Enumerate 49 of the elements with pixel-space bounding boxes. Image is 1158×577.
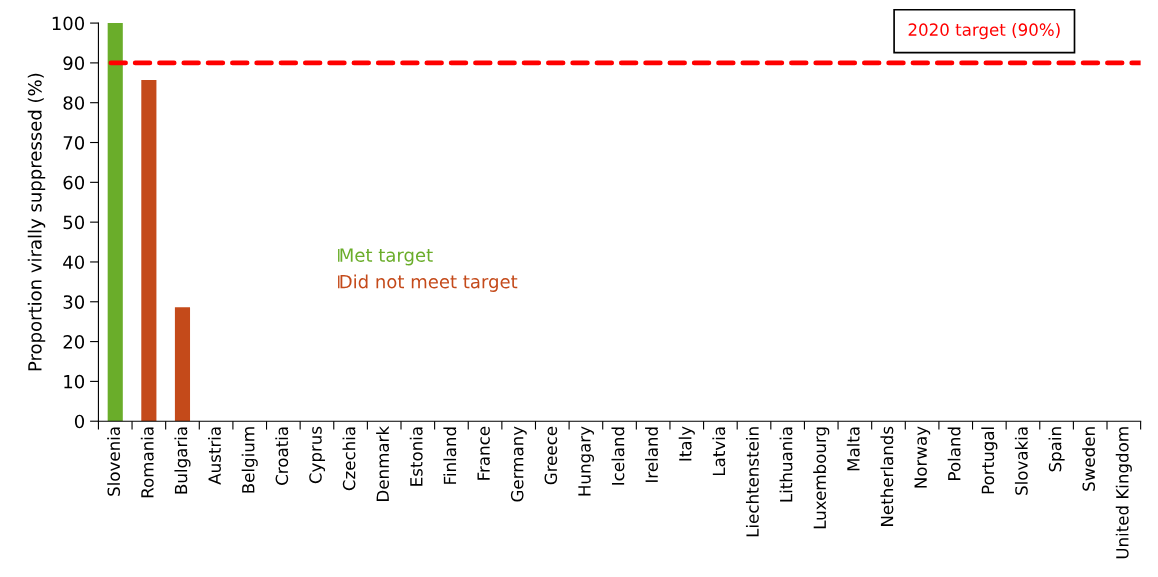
x-tick-label: Croatia (275, 427, 289, 485)
x-tick-label: Slovakia (1014, 427, 1028, 495)
y-tick-label: 70 (63, 135, 85, 150)
x-tick-label: Czechia (342, 427, 356, 491)
x-tick-label: Spain (1048, 427, 1065, 472)
x-tick-label: Denmark (376, 425, 390, 501)
y-tick-label: 30 (63, 295, 85, 309)
x-tick-label: Latvia (712, 427, 726, 476)
bar (107, 23, 123, 422)
x-tick-label: Cyprus (309, 426, 326, 484)
x-tick-label: Liechtenstein (745, 427, 759, 537)
x-tick-label: Poland (947, 427, 961, 480)
x-tick-label: Malta (846, 427, 860, 471)
bar (174, 307, 191, 422)
y-tick-label: 20 (63, 335, 85, 349)
y-axis-title: Proportion virally suppressed (%) (27, 73, 46, 371)
x-tick-label: Netherlands (880, 426, 894, 526)
y-tick-label: 90 (63, 56, 85, 71)
x-tick-label: Norway (914, 426, 931, 488)
x-tick-label: Belgium (241, 427, 258, 493)
x-tick-label: Austria (208, 427, 221, 485)
x-tick-label: Germany (510, 426, 527, 502)
x-tick-label: Finland (443, 427, 457, 484)
y-tick-label: 40 (63, 255, 85, 270)
x-tick-label: Hungary (578, 426, 594, 496)
y-tick-label: 10 (64, 374, 85, 389)
x-tick-label: United Kingdom (1115, 427, 1132, 559)
x-tick-label: Slovenia (107, 427, 121, 496)
y-tick-label: 80 (63, 96, 85, 110)
legend-label: Met target (340, 248, 433, 266)
x-tick-label: Portugal (981, 427, 998, 494)
x-tick-label: Bulgaria (174, 427, 191, 494)
x-tick-label: Iceland (611, 427, 625, 485)
x-tick-label: Estonia (409, 427, 423, 486)
y-tick-label: 50 (63, 215, 85, 230)
x-tick-label: Luxembourg (813, 427, 830, 529)
x-tick-label: Romania (140, 427, 154, 498)
x-tick-label: Italy (678, 426, 695, 461)
x-tick-label: Ireland (645, 427, 658, 482)
y-tick-label: 0 (74, 414, 85, 429)
x-tick-label: Greece (544, 426, 558, 485)
y-tick-label: 100 (52, 16, 85, 31)
bar (141, 80, 157, 422)
x-tick-label: Sweden (1082, 427, 1096, 491)
x-tick-label: France (477, 426, 490, 480)
legend-label: Did not meet target (340, 274, 518, 292)
y-tick-label: 60 (63, 175, 85, 190)
x-tick-label: Lithuania (779, 427, 793, 502)
ref-line-label: 2020 target (90%) (908, 23, 1060, 40)
